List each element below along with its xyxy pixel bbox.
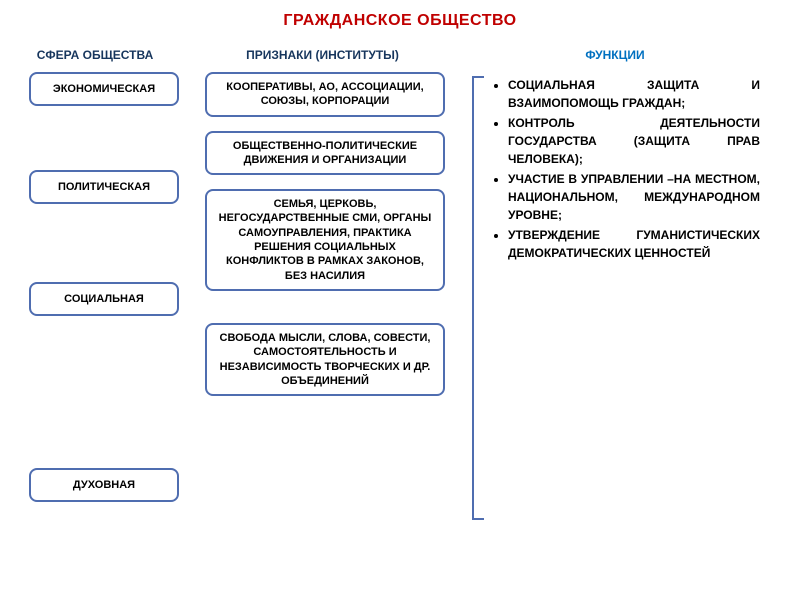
institution-text: СВОБОДА МЫСЛИ, СЛОВА, СОВЕСТИ, САМОСТОЯТ… xyxy=(215,331,435,388)
sphere-label: ЭКОНОМИЧЕСКАЯ xyxy=(53,82,155,96)
column-headers: СФЕРА ОБЩЕСТВА ПРИЗНАКИ (ИНСТИТУТЫ) ФУНК… xyxy=(0,48,800,62)
sphere-box: ДУХОВНАЯ xyxy=(29,468,179,502)
main-title: ГРАЖДАНСКОЕ ОБЩЕСТВО xyxy=(0,0,800,30)
institution-box: СВОБОДА МЫСЛИ, СЛОВА, СОВЕСТИ, САМОСТОЯТ… xyxy=(205,323,445,396)
content-row: ЭКОНОМИЧЕСКАЯ ПОЛИТИЧЕСКАЯ СОЦИАЛЬНАЯ ДУХОВ… xyxy=(0,72,800,502)
institution-text: ОБЩЕСТВЕННО-ПОЛИТИЧЕСКИЕ ДВИЖЕНИЯ И ОРГА… xyxy=(215,139,435,168)
header-functions: ФУНКЦИИ xyxy=(455,48,775,62)
function-item: УТВЕРЖДЕНИЕ ГУМАНИСТИЧЕСКИХ ДЕМОКРАТИЧЕС… xyxy=(508,226,760,262)
institution-box: КООПЕРАТИВЫ, АО, АССОЦИАЦИИ, СОЮЗЫ, КОРП… xyxy=(205,72,445,117)
sphere-label: ПОЛИТИЧЕСКАЯ xyxy=(58,180,150,194)
function-item: УЧАСТИЕ В УПРАВЛЕНИИ –НА МЕСТНОМ, НАЦИОН… xyxy=(508,170,760,224)
institution-box: ОБЩЕСТВЕННО-ПОЛИТИЧЕСКИЕ ДВИЖЕНИЯ И ОРГА… xyxy=(205,131,445,176)
functions-list: СОЦИАЛЬНАЯ ЗАЩИТА И ВЗАИМОПОМОЩЬ ГРАЖДАН… xyxy=(490,76,760,262)
function-item: СОЦИАЛЬНАЯ ЗАЩИТА И ВЗАИМОПОМОЩЬ ГРАЖДАН… xyxy=(508,76,760,112)
sphere-label: ДУХОВНАЯ xyxy=(73,478,135,492)
bracket-icon xyxy=(472,76,484,520)
spheres-column: ЭКОНОМИЧЕСКАЯ ПОЛИТИЧЕСКАЯ СОЦИАЛЬНАЯ ДУХОВ… xyxy=(0,72,190,502)
header-spheres: СФЕРА ОБЩЕСТВА xyxy=(0,48,190,62)
institution-box: СЕМЬЯ, ЦЕРКОВЬ, НЕГОСУДАРСТВЕННЫЕ СМИ, О… xyxy=(205,189,445,291)
functions-column: СОЦИАЛЬНАЯ ЗАЩИТА И ВЗАИМОПОМОЩЬ ГРАЖДАН… xyxy=(460,72,780,502)
sphere-box: ПОЛИТИЧЕСКАЯ xyxy=(29,170,179,204)
sphere-box: ЭКОНОМИЧЕСКАЯ xyxy=(29,72,179,106)
function-item: КОНТРОЛЬ ДЕЯТЕЛЬНОСТИ ГОСУДАРСТВА (ЗАЩИТ… xyxy=(508,114,760,168)
institution-text: СЕМЬЯ, ЦЕРКОВЬ, НЕГОСУДАРСТВЕННЫЕ СМИ, О… xyxy=(215,197,435,283)
sphere-box: СОЦИАЛЬНАЯ xyxy=(29,282,179,316)
institutions-column: КООПЕРАТИВЫ, АО, АССОЦИАЦИИ, СОЮЗЫ, КОРП… xyxy=(190,72,460,502)
sphere-label: СОЦИАЛЬНАЯ xyxy=(64,292,144,306)
header-institutions: ПРИЗНАКИ (ИНСТИТУТЫ) xyxy=(190,48,455,62)
institution-text: КООПЕРАТИВЫ, АО, АССОЦИАЦИИ, СОЮЗЫ, КОРП… xyxy=(215,80,435,109)
